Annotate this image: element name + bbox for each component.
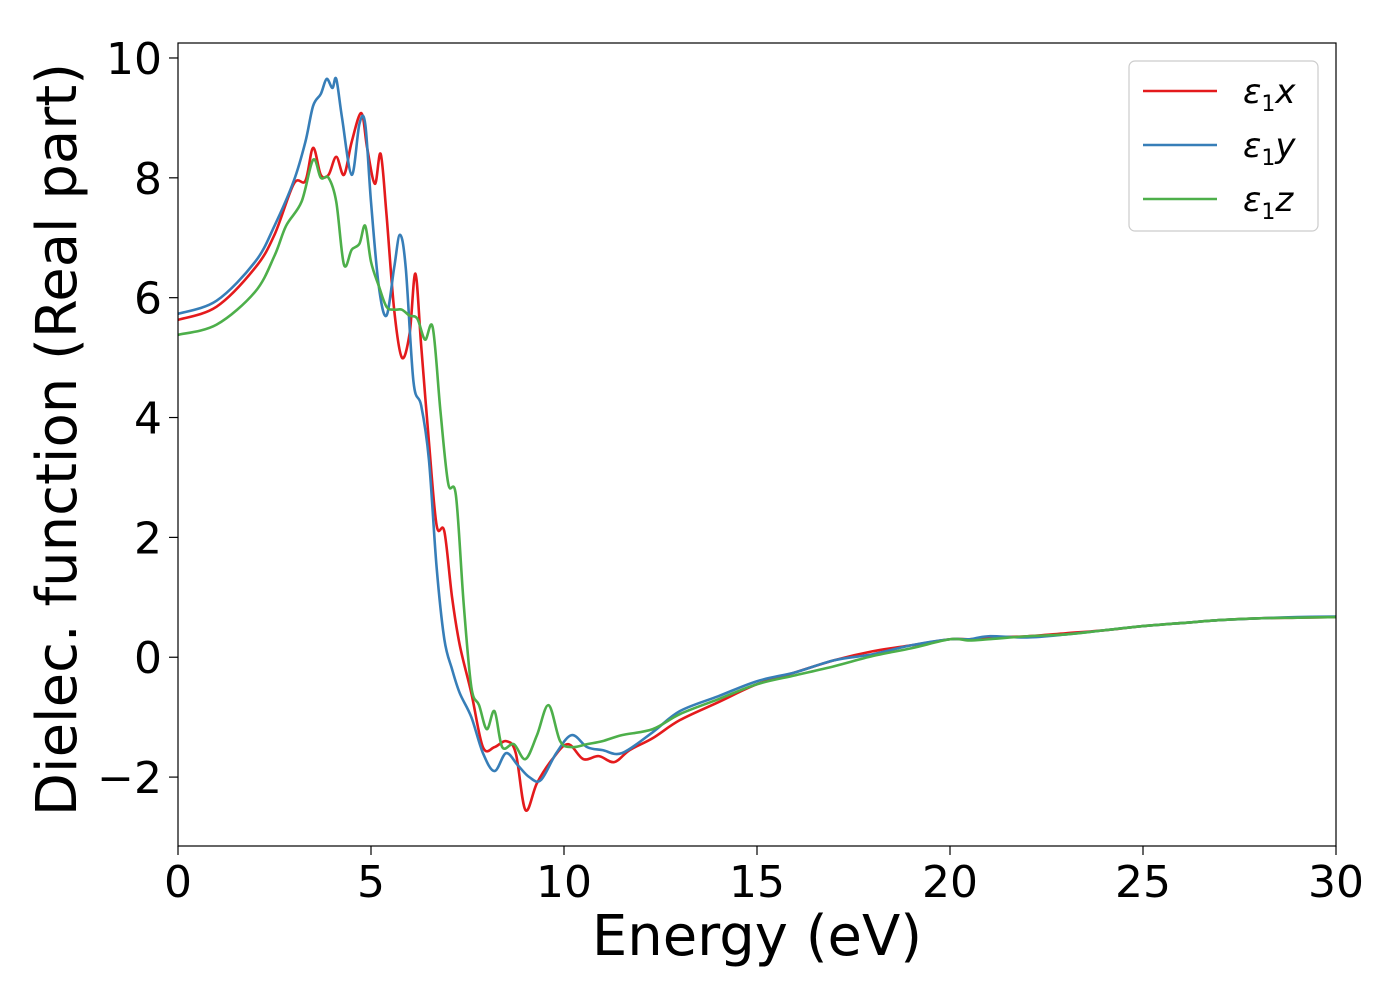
- y-tick-label: 2: [134, 513, 162, 564]
- y-tick-label: 4: [134, 394, 162, 445]
- y-tick-label: 8: [134, 154, 162, 205]
- x-tick-label: 20: [922, 857, 978, 908]
- legend-label-y: ε1y: [1243, 126, 1296, 171]
- legend: ε1x ε1y ε1z: [1128, 60, 1319, 232]
- y-axis: −2 0 2 4 6 8 10: [97, 34, 178, 804]
- x-tick-label: 5: [357, 857, 385, 908]
- x-tick-label: 30: [1308, 857, 1364, 908]
- y-tick-label: 6: [134, 274, 162, 325]
- x-tick-label: 25: [1115, 857, 1171, 908]
- x-axis: 0 5 10 15 20 25 30: [164, 846, 1364, 908]
- y-tick-label: −2: [97, 753, 162, 804]
- legend-box: [1128, 60, 1319, 232]
- x-tick-label: 15: [729, 857, 785, 908]
- x-tick-label: 10: [536, 857, 592, 908]
- series-line-z: [178, 158, 1336, 761]
- y-axis-label: Dielec. function (Real part): [25, 63, 90, 816]
- x-tick-label: 0: [164, 857, 192, 908]
- y-tick-label: 10: [106, 34, 162, 85]
- x-axis-label: Energy (eV): [592, 904, 922, 969]
- y-tick-label: 0: [134, 633, 162, 684]
- series-layer: [178, 76, 1336, 812]
- legend-label-z: ε1z: [1243, 180, 1294, 225]
- legend-label-x: ε1x: [1243, 72, 1296, 117]
